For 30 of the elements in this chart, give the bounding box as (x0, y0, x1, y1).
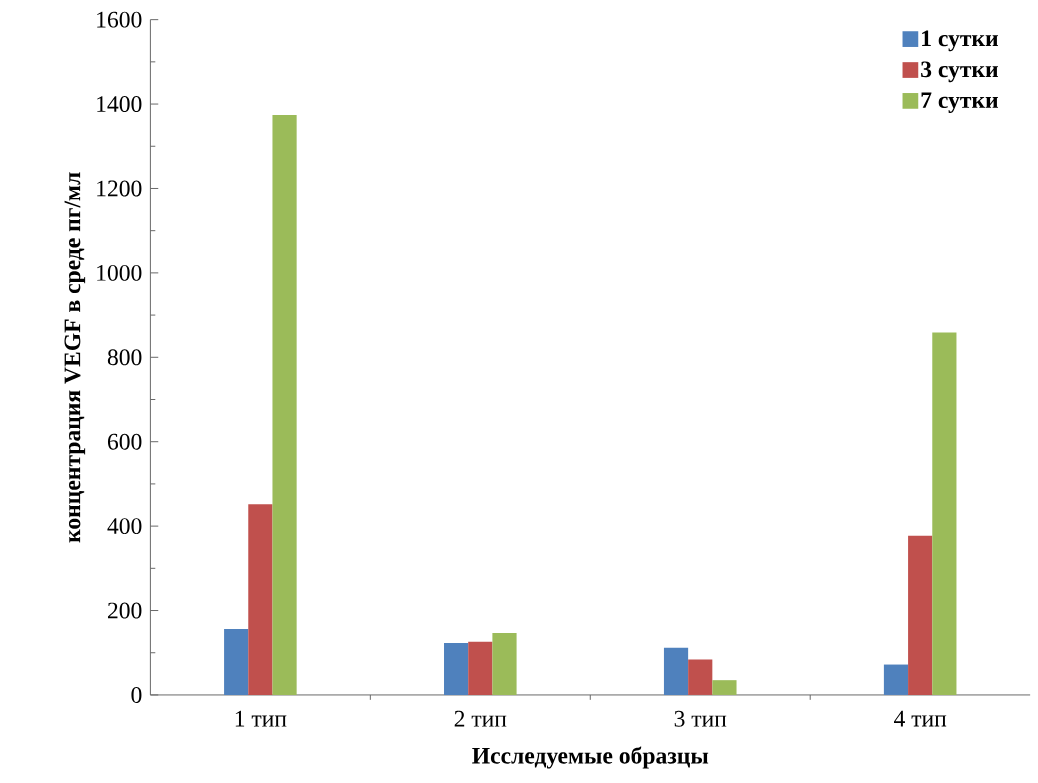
legend-label: 3 сутки (921, 61, 999, 82)
y-tick-label: 600 (107, 433, 142, 450)
bar (908, 535, 933, 695)
bar (224, 628, 249, 695)
bar (663, 647, 689, 695)
bar (272, 114, 297, 695)
bar (468, 641, 493, 695)
y-tick-label: 1200 (97, 180, 142, 197)
y-tick-label: 200 (107, 602, 142, 619)
legend-label: 7 сутки (921, 92, 999, 113)
x-tick-label: 2 тип (454, 710, 507, 727)
y-tick-label: 0 (131, 686, 142, 703)
bar (444, 642, 469, 695)
bar (712, 679, 737, 695)
y-tick-label: 1600 (97, 11, 142, 28)
y-tick-label: 1000 (97, 264, 142, 281)
bar (248, 503, 273, 695)
legend-label: 1 сутки (922, 30, 999, 51)
bar (492, 632, 517, 695)
y-tick-label: 800 (107, 349, 142, 366)
bar (932, 332, 957, 695)
x-tick-label: 1 тип (235, 710, 287, 727)
bar (688, 659, 713, 695)
x-tick-label: 3 тип (674, 710, 727, 727)
x-axis-title: Исследуемые образцы (472, 746, 709, 769)
y-tick-label: 1400 (97, 95, 142, 112)
y-axis-title: концентрация VEGF в среде пг/мл (64, 172, 86, 543)
y-tick-label: 400 (107, 517, 142, 534)
x-tick-label: 4 тип (894, 710, 947, 727)
bar (883, 664, 909, 695)
